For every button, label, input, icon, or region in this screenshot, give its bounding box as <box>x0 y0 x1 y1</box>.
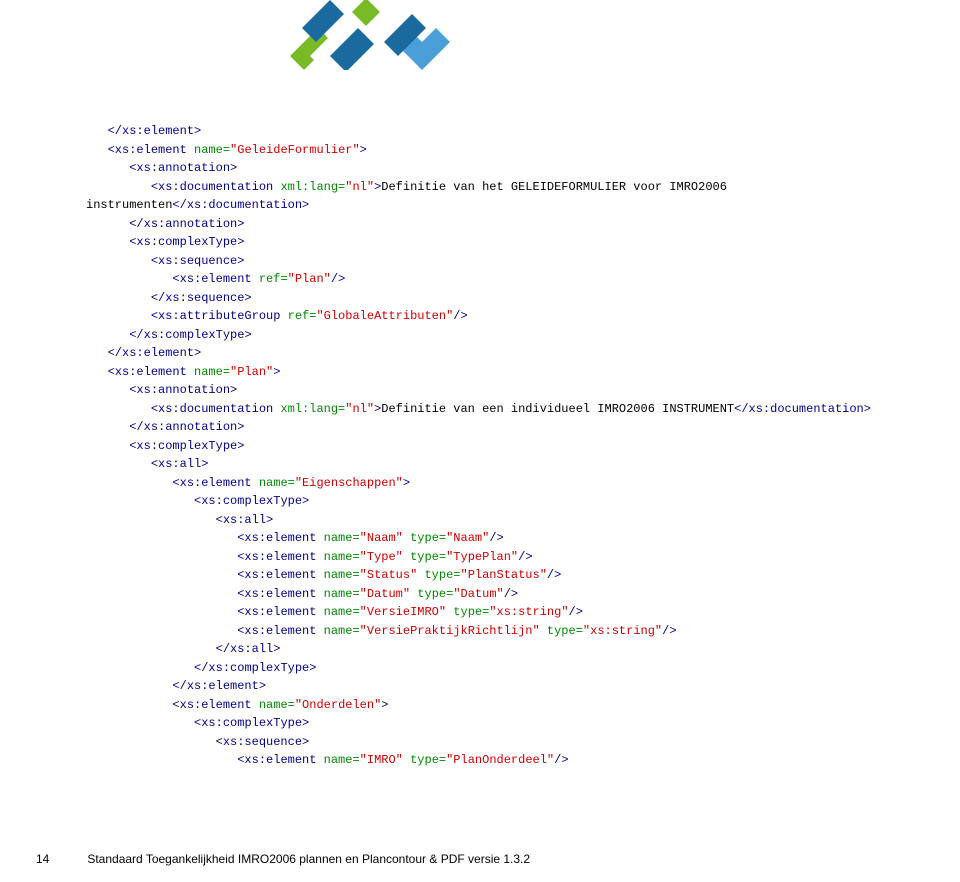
code-line: <xs:element name="VersiePraktijkRichtlij… <box>86 622 920 641</box>
code-line: </xs:annotation> <box>86 215 920 234</box>
code-line: <xs:annotation> <box>86 159 920 178</box>
code-line: <xs:element name="Plan"> <box>86 363 920 382</box>
code-line: </xs:sequence> <box>86 289 920 308</box>
code-line: <xs:all> <box>86 511 920 530</box>
code-line: <xs:element name="Status" type="PlanStat… <box>86 566 920 585</box>
code-line: </xs:element> <box>86 122 920 141</box>
code-line: <xs:complexType> <box>86 437 920 456</box>
xml-code-listing: </xs:element> <xs:element name="GeleideF… <box>86 122 920 770</box>
code-line: <xs:element name="Eigenschappen"> <box>86 474 920 493</box>
page-footer: 14 Standaard Toegankelijkheid IMRO2006 p… <box>36 852 530 866</box>
code-line: instrumenten</xs:documentation> <box>86 196 920 215</box>
code-line: <xs:attributeGroup ref="GlobaleAttribute… <box>86 307 920 326</box>
code-line: <xs:documentation xml:lang="nl">Definiti… <box>86 178 920 197</box>
code-line: <xs:element name="GeleideFormulier"> <box>86 141 920 160</box>
code-line: <xs:all> <box>86 455 920 474</box>
page-number: 14 <box>36 852 84 866</box>
code-line: <xs:documentation xml:lang="nl">Definiti… <box>86 400 920 419</box>
code-line: <xs:element name="Naam" type="Naam"/> <box>86 529 920 548</box>
code-line: <xs:element name="IMRO" type="PlanOnderd… <box>86 751 920 770</box>
code-line: <xs:element name="Datum" type="Datum"/> <box>86 585 920 604</box>
code-line: </xs:annotation> <box>86 418 920 437</box>
code-line: </xs:element> <box>86 677 920 696</box>
code-line: <xs:complexType> <box>86 492 920 511</box>
code-line: <xs:element ref="Plan"/> <box>86 270 920 289</box>
code-line: <xs:sequence> <box>86 252 920 271</box>
code-line: </xs:complexType> <box>86 326 920 345</box>
code-line: </xs:all> <box>86 640 920 659</box>
code-line: <xs:element name="Onderdelen"> <box>86 696 920 715</box>
code-line: <xs:complexType> <box>86 714 920 733</box>
code-line: <xs:annotation> <box>86 381 920 400</box>
footer-text: Standaard Toegankelijkheid IMRO2006 plan… <box>87 852 530 866</box>
code-line: <xs:sequence> <box>86 733 920 752</box>
code-line: <xs:element name="VersieIMRO" type="xs:s… <box>86 603 920 622</box>
code-line: <xs:element name="Type" type="TypePlan"/… <box>86 548 920 567</box>
code-line: <xs:complexType> <box>86 233 920 252</box>
code-line: </xs:element> <box>86 344 920 363</box>
logo <box>290 0 450 70</box>
code-line: </xs:complexType> <box>86 659 920 678</box>
